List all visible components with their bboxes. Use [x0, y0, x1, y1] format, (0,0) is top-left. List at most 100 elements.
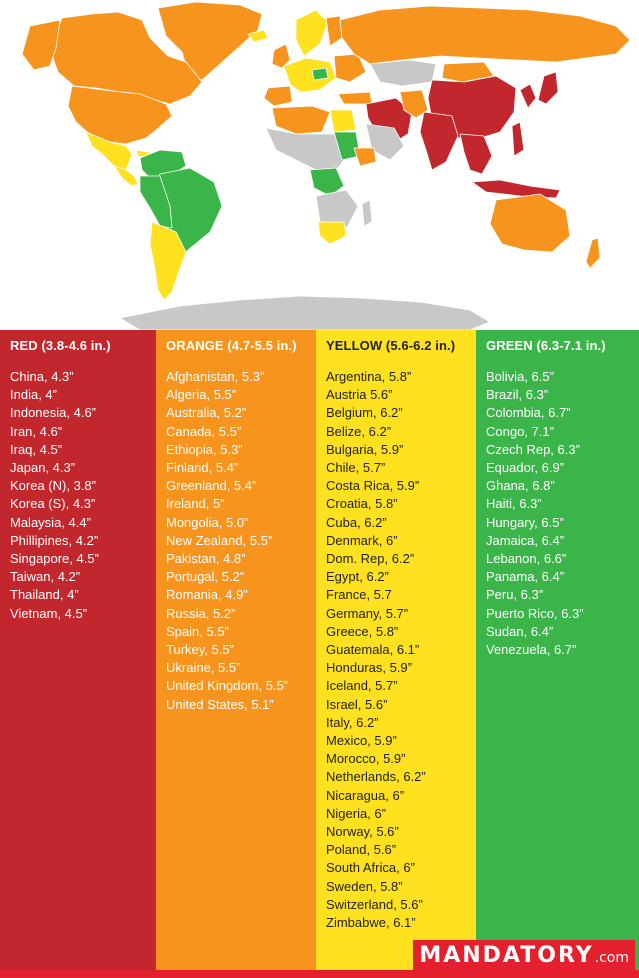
region-afghanistan-pakistan: [399, 89, 429, 119]
list-item: Brazil, 6.3”: [486, 387, 549, 403]
legend-title-yellow: YELLOW (5.6-6.2 in.): [326, 338, 456, 353]
region-alaska: [21, 19, 61, 71]
list-item: United States, 5.1”: [166, 696, 274, 712]
region-central-europe-green: [311, 67, 329, 81]
brand-logo[interactable]: MANDATORY .com: [413, 940, 635, 971]
region-peru-bolivia: [139, 175, 173, 229]
list-item: Japan, 4.3”: [10, 460, 76, 476]
region-sahel: [265, 127, 351, 171]
list-item: Turkey, 5.5”: [166, 642, 234, 658]
list-item: Iceland, 5.7”: [326, 678, 398, 694]
list-item: Egypt, 6.2”: [326, 569, 389, 585]
region-iceland: [247, 29, 269, 43]
list-item: Equador, 6.9”: [486, 460, 565, 476]
legend-title-red: RED (3.8-4.6 in.): [10, 338, 111, 353]
list-item: Netherlands, 6.2”: [326, 769, 426, 785]
region-philippines-taiwan: [511, 121, 525, 157]
list-item: Nicaragua, 6”: [326, 787, 405, 803]
region-russia: [339, 5, 631, 65]
list-item: Poland, 5.6”: [326, 842, 397, 858]
list-item: India, 4”: [10, 387, 57, 403]
list-item: Iraq, 4.5”: [10, 441, 63, 457]
world-map-svg: [21, 1, 631, 330]
list-item: Belgium, 6.2”: [326, 405, 403, 421]
list-item: Costa Rica, 5.9”: [326, 478, 420, 494]
legend-column-green: GREEN (6.3-7.1 in.) Bolivia, 6.5” Brazil…: [476, 330, 639, 970]
region-canada: [49, 11, 203, 105]
list-item: Panama, 6.4”: [486, 569, 565, 585]
brand-logo-tld: .com: [594, 950, 629, 966]
list-item: Ireland, 5”: [166, 496, 225, 512]
bottom-strip: [0, 970, 639, 978]
list-item: Ghana, 6.8”: [486, 478, 555, 494]
region-india: [419, 111, 459, 171]
brand-logo-name: MANDATORY: [419, 943, 594, 968]
list-item: Israel, 5.6”: [326, 696, 388, 712]
list-item: Pakistan, 4.8”: [166, 551, 246, 567]
list-item: Honduras, 5.9”: [326, 660, 412, 676]
region-western-europe: [283, 57, 337, 93]
legend-column-red: RED (3.8-4.6 in.) China, 4.3” India, 4” …: [0, 330, 156, 970]
list-item: Switzerland, 5.6”: [326, 896, 423, 912]
list-item: Cuba, 6.2”: [326, 514, 387, 530]
list-item: Hungary, 6.5”: [486, 514, 564, 530]
legend-list-green: Bolivia, 6.5” Brazil, 6.3” Colombia, 6.7…: [476, 368, 639, 659]
list-item: Congo, 7.1”: [486, 423, 554, 439]
legend-title-orange: ORANGE (4.7-5.5 in.): [166, 338, 297, 353]
list-item: Ethiopia, 5.3”: [166, 441, 243, 457]
region-uk-ireland: [271, 43, 291, 69]
list-item: Nigeria, 6”: [326, 805, 386, 821]
list-item: Vietnam, 4.5”: [10, 605, 88, 621]
list-item: Afghanistan, 5.3”: [166, 369, 265, 384]
list-item: Canada, 5.5”: [166, 423, 242, 439]
list-item: Colombia, 6.7”: [486, 405, 571, 421]
list-item: Zimbabwe, 6.1”: [326, 915, 416, 931]
list-item: Russia, 5.2”: [166, 605, 236, 621]
list-item: Norway, 5.6”: [326, 824, 399, 840]
list-item: Australia, 5.2”: [166, 405, 247, 421]
region-new-zealand: [585, 237, 601, 269]
region-turkey: [337, 91, 373, 105]
list-item: Haiti, 6.3”: [486, 496, 542, 512]
world-map: [0, 0, 639, 330]
region-indonesia: [471, 179, 561, 199]
region-southeast-asia: [459, 133, 493, 175]
list-item: Thailand, 4”: [10, 587, 79, 603]
list-item: Chile, 5.7”: [326, 460, 386, 476]
region-north-africa: [271, 105, 331, 135]
list-item: Korea (S), 4.3”: [10, 496, 96, 512]
list-item: Malaysia, 4.4”: [10, 514, 91, 530]
list-item: Bolivia, 6.5”: [486, 369, 554, 384]
list-item: Algeria, 5.5”: [166, 387, 237, 403]
list-item: Finland, 5.4”: [166, 460, 239, 476]
list-item: China, 4.3”: [10, 369, 74, 384]
list-item: France, 5.7: [326, 587, 392, 603]
region-argentina-chile: [149, 221, 187, 301]
list-item: Peru, 6.3”: [486, 587, 544, 603]
list-item: Greece, 5.8”: [326, 623, 399, 639]
list-item: Jamaica, 6.4”: [486, 532, 565, 548]
list-item: Bulgaria, 5.9”: [326, 441, 404, 457]
list-item: Dom. Rep, 6.2”: [326, 551, 415, 567]
list-item: Morocco, 5.9”: [326, 751, 406, 767]
legend-column-orange: ORANGE (4.7-5.5 in.) Afghanistan, 5.3” A…: [156, 330, 316, 970]
legend-list-red: China, 4.3” India, 4” Indonesia, 4.6” Ir…: [0, 368, 156, 623]
list-item: Germany, 5.7”: [326, 605, 409, 621]
region-madagascar: [361, 199, 373, 227]
list-item: Puerto Rico, 6.3”: [486, 605, 584, 621]
list-item: South Africa, 6”: [326, 860, 415, 876]
region-scandinavia: [295, 9, 329, 57]
region-united-states: [67, 85, 173, 145]
list-item: Sweden, 5.8”: [326, 878, 403, 894]
region-arabia: [365, 123, 405, 161]
list-item: Guatemala, 6.1”: [326, 642, 420, 658]
region-egypt: [329, 109, 357, 133]
list-item: Croatia, 5.8”: [326, 496, 398, 512]
legend-list-yellow: Argentina, 5.8” Austria 5.6” Belgium, 6.…: [316, 368, 476, 932]
list-item: Italy, 6.2”: [326, 714, 379, 730]
list-item: Korea (N), 3.8”: [10, 478, 96, 494]
list-item: Austria 5.6”: [326, 387, 393, 403]
legend-title-green: GREEN (6.3-7.1 in.): [486, 338, 606, 353]
list-item: Czech Rep, 6.3”: [486, 441, 580, 457]
region-ethiopia: [353, 147, 377, 167]
